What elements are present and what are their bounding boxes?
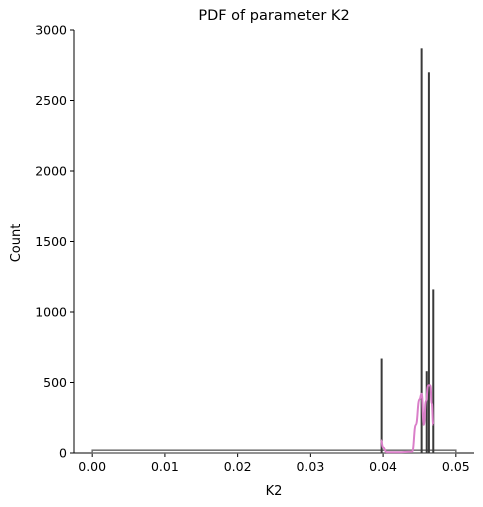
- histogram-bar: [420, 48, 423, 454]
- kde-curve-group: [379, 384, 435, 454]
- y-tick-label: 3000: [35, 23, 67, 38]
- x-tick-label: 0.02: [224, 459, 252, 474]
- y-tick-label: 2000: [35, 164, 67, 179]
- x-tick-label: 0.01: [151, 459, 179, 474]
- kde-curve: [379, 384, 435, 454]
- x-axis-label: K2: [266, 484, 283, 499]
- y-tick-label: 0: [59, 446, 67, 461]
- y-tick-label: 2500: [35, 93, 67, 108]
- y-tick-label: 500: [43, 375, 67, 390]
- y-axis-label: Count: [9, 224, 24, 263]
- histogram-baseline-band: [91, 449, 457, 454]
- histogram-bars: [91, 48, 457, 454]
- histogram-bar: [427, 72, 430, 454]
- chart-title: PDF of parameter K2: [198, 8, 349, 24]
- x-tick-label: 0.04: [369, 459, 397, 474]
- plot-axes: 0.00 0.01 0.02 0.03 0.04 0.05 0 500 1000 1500 2000…: [35, 23, 474, 474]
- y-tick-label: 1500: [35, 234, 67, 249]
- x-tick-label: 0.00: [78, 459, 106, 474]
- x-tick-label: 0.03: [296, 459, 324, 474]
- histogram-bar: [380, 358, 383, 453]
- histogram-bar: [432, 289, 435, 453]
- y-tick-label: 1000: [35, 305, 67, 320]
- histogram-bar: [425, 371, 428, 453]
- x-tick-label: 0.05: [442, 459, 470, 474]
